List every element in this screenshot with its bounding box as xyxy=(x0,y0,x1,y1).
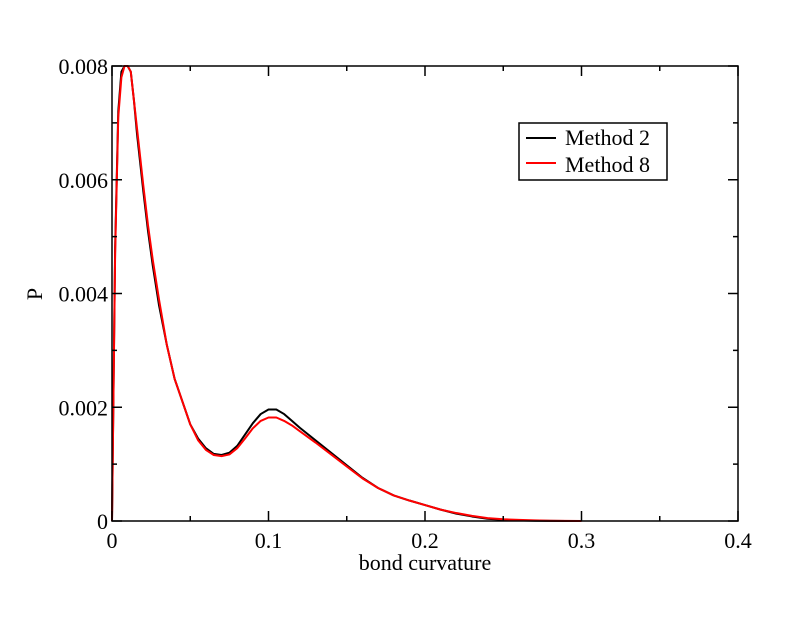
y-tick-label: 0 xyxy=(97,509,108,534)
legend: Method 2 Method 8 xyxy=(518,122,668,181)
legend-label-method-8: Method 8 xyxy=(565,152,650,177)
y-axis-label: P xyxy=(22,288,47,300)
y-tick-label: 0.006 xyxy=(59,168,109,193)
legend-box xyxy=(518,122,668,181)
x-tick-label: 0.3 xyxy=(568,528,596,553)
y-tick-label: 0.008 xyxy=(59,54,109,79)
x-axis-label: bond curvature xyxy=(359,550,492,575)
y-tick-label: 0.002 xyxy=(59,395,109,420)
y-tick-label: 0.004 xyxy=(59,282,109,307)
legend-label-method-2: Method 2 xyxy=(565,125,650,150)
ticks-layer: 0 0.1 0.2 0.3 0.4 0 0.002 0.004 0.006 0.008 xyxy=(59,54,752,553)
series-layer xyxy=(111,65,582,522)
x-tick-label: 0 xyxy=(107,528,118,553)
x-tick-label: 0.1 xyxy=(255,528,283,553)
series-line-method-8 xyxy=(111,65,582,522)
x-tick-label: 0.4 xyxy=(724,528,752,553)
x-tick-label: 0.2 xyxy=(411,528,439,553)
